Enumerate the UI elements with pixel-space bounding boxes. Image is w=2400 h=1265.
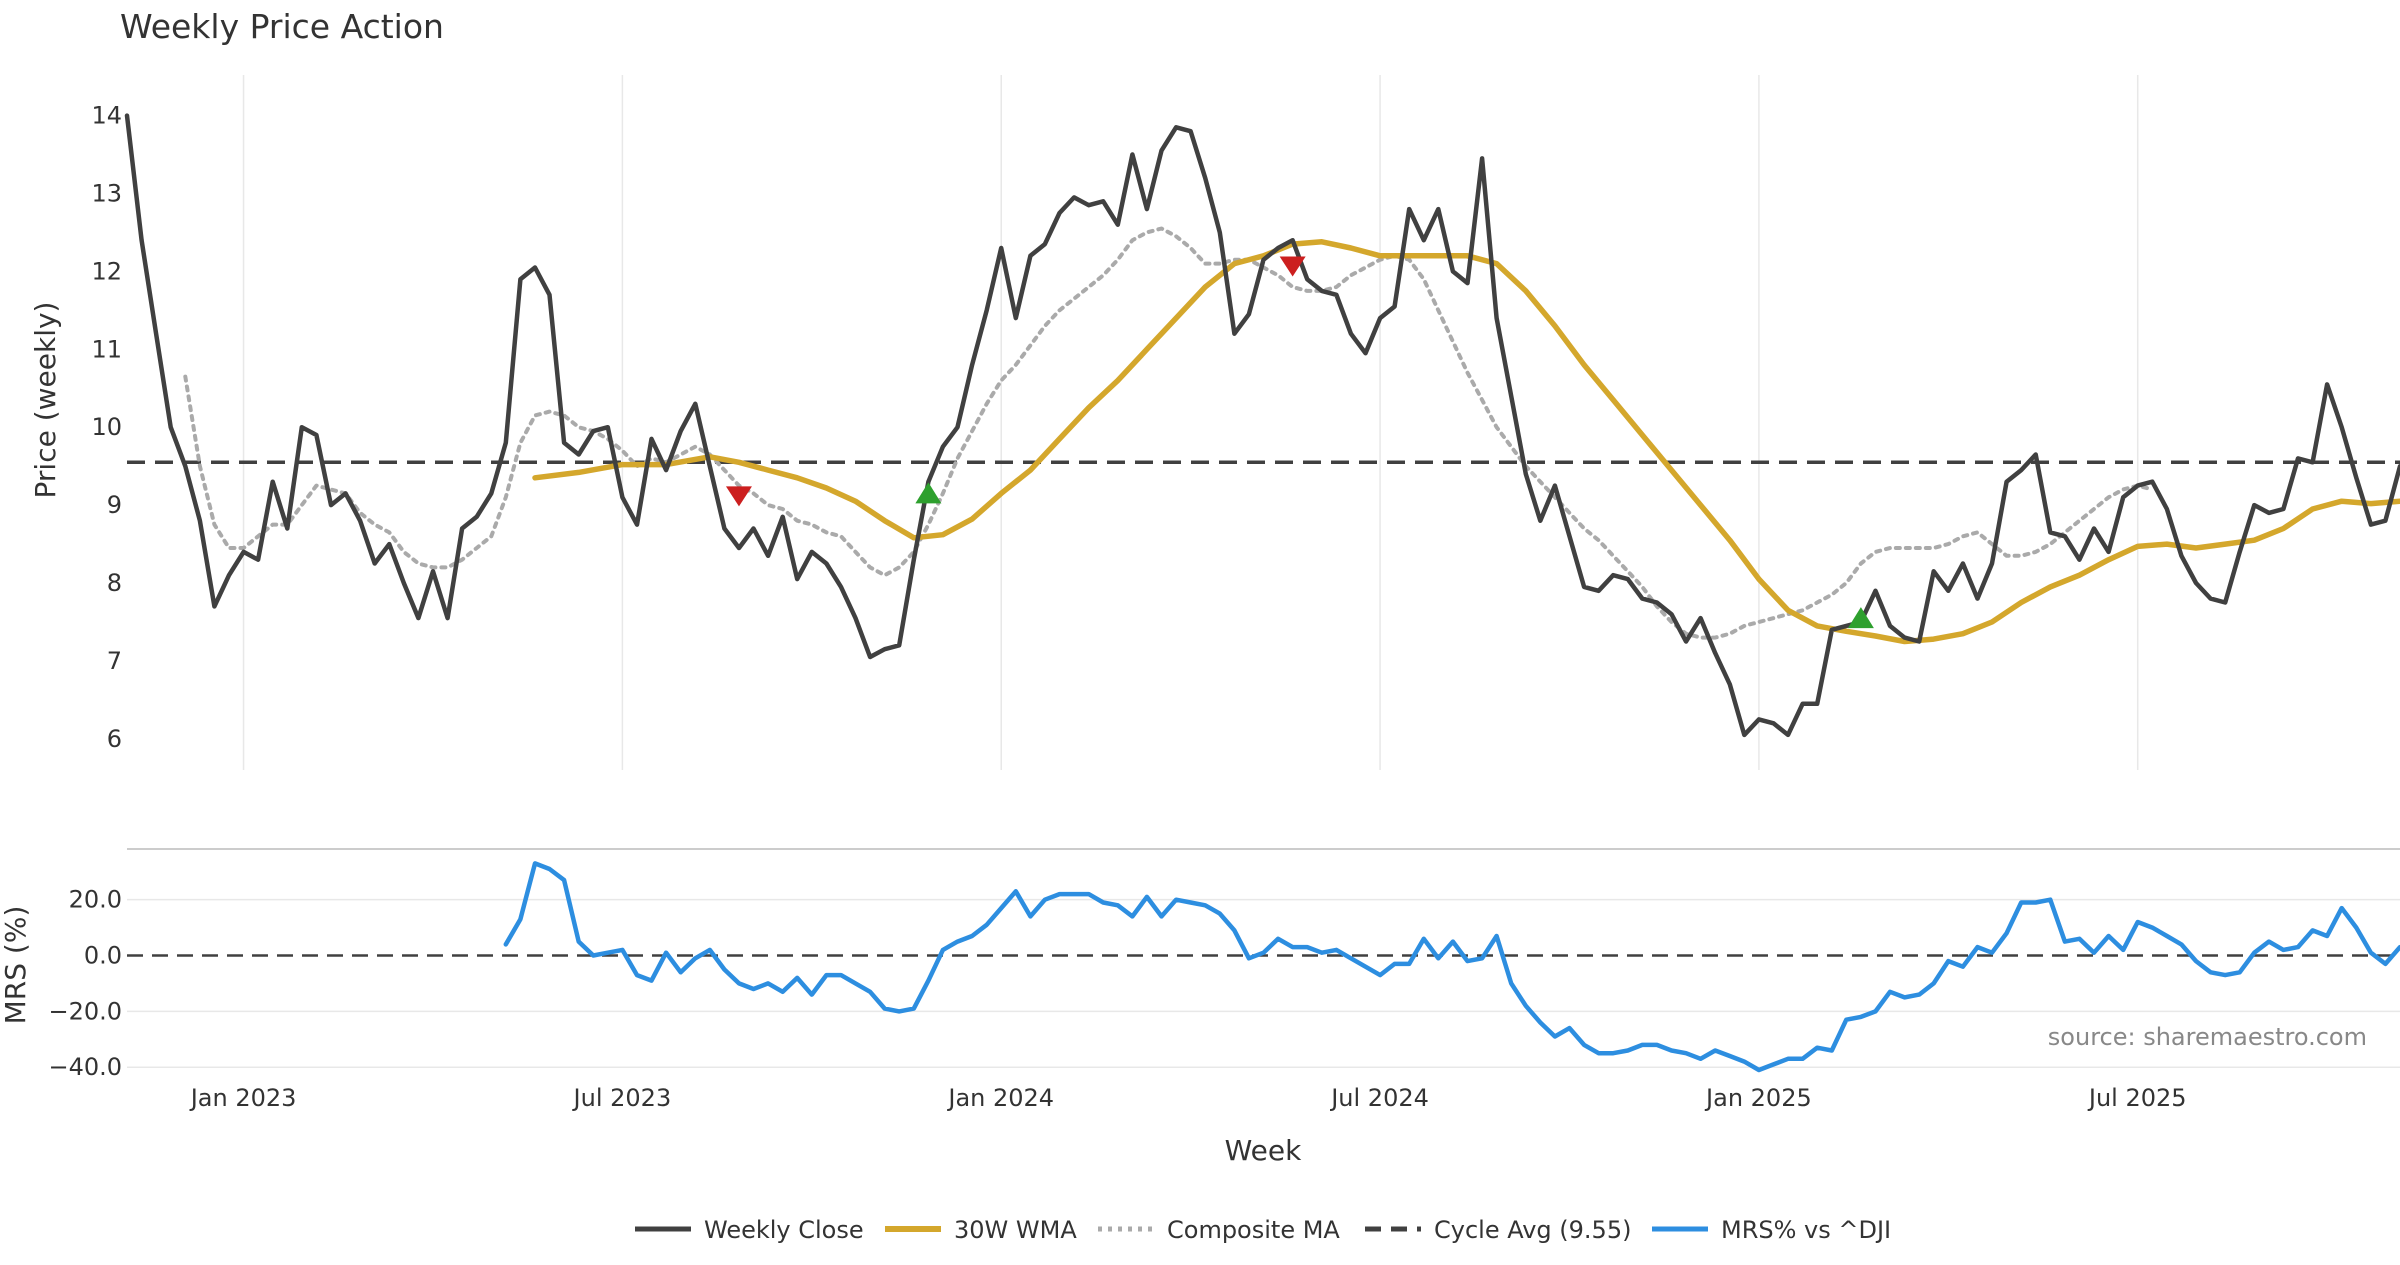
price-y-axis-title: Price (weekly)	[29, 302, 62, 499]
price-y-tick-label: 8	[107, 569, 122, 597]
legend-label-comp: Composite MA	[1167, 1216, 1340, 1244]
legend: Weekly Close 30W WMA Composite MA Cycle Avg…	[635, 1216, 1891, 1244]
composite-ma-line	[183, 226, 2155, 640]
x-axis: Jan 2023 Jul 2023 Jan 2024 Jul 2024 Jan 2025…	[189, 1084, 2187, 1112]
price-y-tick-label: 10	[91, 413, 122, 441]
mrs-y-axis-title: MRS (%)	[0, 906, 32, 1025]
mrs-panel: 20.0 0.0 −20.0 −40.0 MRS (%) source: sharem…	[0, 848, 2400, 1082]
price-y-tick-label: 9	[107, 491, 122, 519]
price-y-axis: 6 7 8 9 10 11 12 13 14	[91, 102, 122, 753]
price-grid	[242, 75, 2139, 770]
price-y-tick-label: 12	[91, 257, 122, 285]
price-y-tick-label: 6	[107, 725, 122, 753]
mrs-grid	[127, 898, 2400, 1068]
x-tick-label: Jul 2023	[572, 1084, 672, 1112]
source-note: source: sharemaestro.com	[2048, 1023, 2367, 1051]
price-y-tick-label: 11	[91, 335, 122, 363]
x-axis-title: Week	[1225, 1134, 1302, 1167]
legend-label-cycle: Cycle Avg (9.55)	[1434, 1216, 1631, 1244]
chart-title: Weekly Price Action	[120, 7, 444, 46]
x-tick-label: Jan 2025	[1704, 1084, 1812, 1112]
x-tick-label: Jan 2024	[946, 1084, 1054, 1112]
signal-markers	[725, 256, 1874, 629]
price-y-tick-label: 14	[91, 102, 122, 130]
30w-wma-line	[532, 239, 2400, 645]
price-y-tick-label: 13	[91, 179, 122, 207]
sell-signal-marker	[725, 486, 752, 507]
weekly-close-line	[124, 113, 2400, 738]
mrs-y-axis: 20.0 0.0 −20.0 −40.0	[48, 886, 122, 1082]
buy-signal-marker	[1847, 607, 1874, 629]
mrs-y-tick-label: 0.0	[84, 942, 122, 970]
buy-signal-marker	[915, 482, 942, 504]
price-y-tick-label: 7	[107, 647, 122, 675]
x-tick-label: Jan 2023	[189, 1084, 297, 1112]
mrs-y-tick-label: −40.0	[48, 1053, 122, 1081]
legend-label-mrs: MRS% vs ^DJI	[1721, 1216, 1891, 1244]
x-tick-label: Jul 2025	[2087, 1084, 2187, 1112]
mrs-series	[503, 861, 2400, 1073]
legend-label-wma: 30W WMA	[954, 1216, 1077, 1244]
mrs-y-tick-label: 20.0	[69, 886, 122, 914]
sell-signal-marker	[1279, 256, 1306, 277]
legend-label-close: Weekly Close	[704, 1216, 864, 1244]
x-tick-label: Jul 2024	[1329, 1084, 1429, 1112]
price-series	[124, 113, 2400, 738]
mrs-y-tick-label: −20.0	[48, 997, 122, 1025]
mrs-vs-dji-line	[503, 861, 2400, 1073]
price-panel: 6 7 8 9 10 11 12 13 14 Price (weekly)	[29, 75, 2400, 770]
